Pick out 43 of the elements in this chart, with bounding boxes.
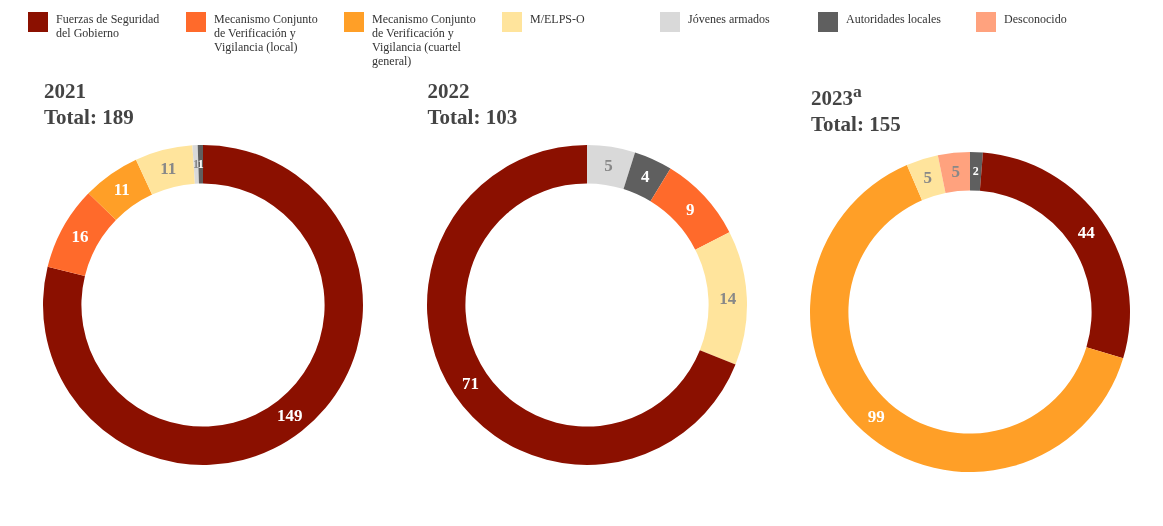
data-label: 11 — [113, 180, 130, 200]
donut-slice — [426, 145, 736, 465]
legend-label: Mecanismo Conjunto de Verificación y Vigilancia (cuartel general) — [372, 12, 477, 68]
data-label: 44 — [1077, 223, 1096, 243]
text: 2023$^{a}$ — [811, 80, 863, 111]
data-label: 71 — [461, 374, 479, 394]
data-label: 11 — [160, 159, 177, 179]
data-label: 5 — [603, 156, 613, 176]
donut-slice — [906, 155, 946, 201]
data-label: 16 — [71, 227, 89, 247]
donut-slice — [937, 152, 970, 193]
text: Total: 155 — [811, 111, 902, 137]
data-label: 14 — [718, 289, 737, 309]
legend-label: Jóvenes armados — [688, 12, 770, 26]
donut-slice — [694, 232, 747, 365]
donut-slice — [970, 152, 983, 191]
data-label: 5 — [923, 168, 933, 188]
chart-subtitle: Total: 103 — [427, 104, 519, 130]
chart-title: 2022 — [427, 78, 471, 104]
text: Total: 189 — [44, 104, 135, 130]
data-label: 5 — [951, 162, 961, 182]
donut-slice — [43, 145, 363, 465]
donut-slice — [810, 164, 1124, 472]
data-label: 1 — [197, 157, 204, 172]
donut-slice — [979, 152, 1130, 359]
donut-slice — [649, 168, 729, 250]
data-label: 1 — [192, 157, 199, 172]
data-label: 4 — [640, 167, 650, 187]
legend-label: Desconocido — [1004, 12, 1067, 26]
legend-label: Fuerzas de Seguridad del Gobierno — [56, 12, 161, 40]
legend-label: Mecanismo Conjunto de Verificación y Vigilancia (local) — [214, 12, 319, 54]
donut-slice — [623, 152, 670, 202]
data-label: 9 — [685, 199, 695, 219]
data-label: 99 — [867, 407, 885, 427]
data-label: 2 — [972, 164, 979, 179]
donut-slice — [135, 145, 195, 195]
data-label: 149 — [277, 406, 303, 426]
legend-label: M/ELPS-O — [530, 12, 585, 26]
donut-slice — [586, 145, 635, 190]
legend-label: Autoridades locales — [846, 12, 941, 26]
text: 2021 — [44, 78, 87, 104]
donut-slice — [47, 193, 116, 276]
donut-slice — [88, 159, 153, 221]
